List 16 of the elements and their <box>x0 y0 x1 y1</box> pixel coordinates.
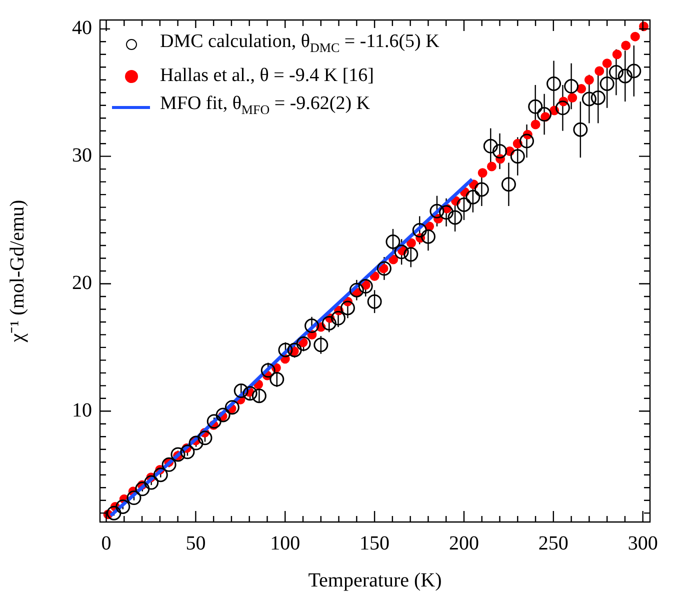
x-tick-label: 300 <box>628 532 658 554</box>
x-tick-label: 50 <box>186 532 206 554</box>
y-axis-title: χ⁻¹ (mol-Gd/emu) <box>6 200 28 344</box>
x-tick-label: 0 <box>101 532 112 554</box>
y-tick-label: 30 <box>72 144 92 167</box>
x-tick-label: 100 <box>270 532 300 554</box>
x-axis-title: Temperature (K) <box>308 569 442 592</box>
x-tick-label: 150 <box>360 532 390 554</box>
legend-label: DMC calculation, θ$_{DMC}$ = -11.6(5) K <box>160 30 440 57</box>
legend-label: Hallas et al., θ = -9.4 K [16] <box>160 64 374 88</box>
y-tick-label: 20 <box>72 272 92 294</box>
y-tick-label: 40 <box>72 17 92 40</box>
x-tick-label: 250 <box>538 532 568 554</box>
legend-label: MFO fit, θ$_{MFO}$ = -9.62(2) K <box>160 92 370 119</box>
x-tick-label: 200 <box>448 532 479 554</box>
y-tick-label: 10 <box>72 399 92 422</box>
